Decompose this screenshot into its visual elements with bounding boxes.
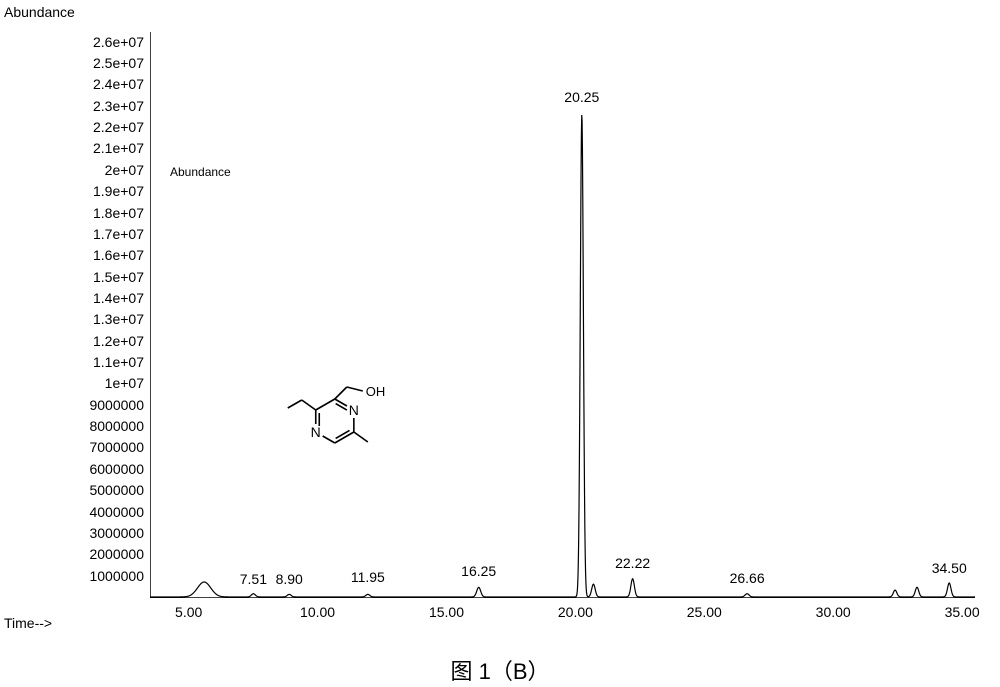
y-tick-label: 8000000 xyxy=(0,418,144,434)
y-tick-label: 4000000 xyxy=(0,504,144,520)
x-tick-label: 5.00 xyxy=(175,604,202,620)
x-tick-label: 15.00 xyxy=(429,604,464,620)
svg-text:N: N xyxy=(349,402,359,418)
y-tick-label: 1.2e+07 xyxy=(0,333,144,349)
y-tick-label: 1e+07 xyxy=(0,375,144,391)
y-tick-label: 1000000 xyxy=(0,568,144,584)
svg-text:OH: OH xyxy=(366,384,386,399)
y-tick-label: 3000000 xyxy=(0,525,144,541)
molecule-structure: N N OH xyxy=(260,365,430,465)
y-tick-label: 1.9e+07 xyxy=(0,183,144,199)
y-tick-label: 1.4e+07 xyxy=(0,290,144,306)
y-tick-label: 1.3e+07 xyxy=(0,311,144,327)
y-tick-label: 7000000 xyxy=(0,439,144,455)
x-tick-label: 10.00 xyxy=(300,604,335,620)
y-tick-label: 2.5e+07 xyxy=(0,55,144,71)
y-tick-label: 1.6e+07 xyxy=(0,247,144,263)
y-tick-label: 1.7e+07 xyxy=(0,226,144,242)
y-tick-label: 2.4e+07 xyxy=(0,76,144,92)
y-axis-title: Abundance xyxy=(4,4,75,20)
x-tick-label: 20.00 xyxy=(558,604,593,620)
y-tick-label: 2.3e+07 xyxy=(0,98,144,114)
y-tick-label: 1.1e+07 xyxy=(0,354,144,370)
y-tick-label: 2.2e+07 xyxy=(0,119,144,135)
y-tick-label: 2000000 xyxy=(0,546,144,562)
y-tick-label: 2.1e+07 xyxy=(0,140,144,156)
x-axis-title: Time--> xyxy=(4,615,52,631)
y-tick-label: 2.6e+07 xyxy=(0,34,144,50)
y-tick-label: 2e+07 xyxy=(0,162,144,178)
svg-text:N: N xyxy=(311,424,321,440)
figure-caption: 图 1（B） xyxy=(450,654,549,686)
y-tick-label: 5000000 xyxy=(0,482,144,498)
y-tick-label: 1.5e+07 xyxy=(0,269,144,285)
chromatogram-figure: { "figure": { "width": 1000, "height": 6… xyxy=(0,0,1000,687)
x-tick-label: 35.00 xyxy=(945,604,980,620)
x-tick-label: 25.00 xyxy=(687,604,722,620)
y-tick-label: 1.8e+07 xyxy=(0,205,144,221)
x-tick-label: 30.00 xyxy=(816,604,851,620)
y-tick-label: 9000000 xyxy=(0,397,144,413)
y-tick-label: 6000000 xyxy=(0,461,144,477)
plot-area xyxy=(150,32,975,598)
